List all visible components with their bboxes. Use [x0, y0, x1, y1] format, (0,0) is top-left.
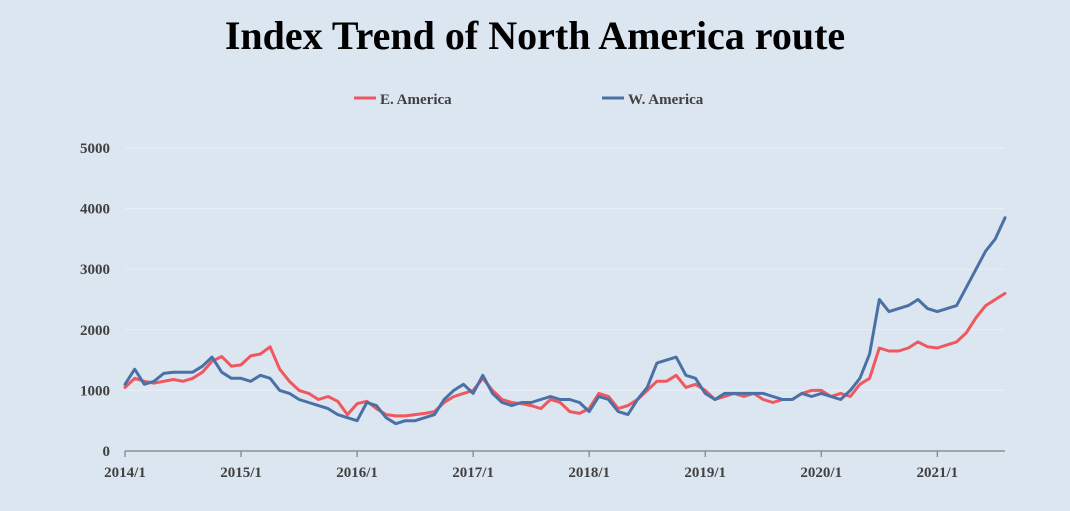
y-tick-label: 5000	[80, 141, 110, 157]
x-axis-ticks: 2014/1 2015/1 2016/1 2017/1 2018/1 2019/1 2020…	[104, 451, 958, 481]
x-tick-label: 2018/1	[568, 465, 610, 481]
x-tick-label: 2016/1	[336, 465, 378, 481]
x-tick-label: 2014/1	[104, 465, 146, 481]
gridlines	[125, 147, 1005, 391]
series-line-e-america	[123, 291, 1007, 418]
x-tick-label: 2021/1	[916, 465, 958, 481]
y-tick-label: 0	[103, 444, 111, 460]
x-tick-label: 2019/1	[684, 465, 726, 481]
x-tick-label: 2020/1	[800, 465, 842, 481]
y-tick-label: 3000	[80, 262, 110, 278]
series-line-w-america	[123, 216, 1007, 426]
legend-label-e-america: E. America	[380, 92, 452, 108]
series-lines	[123, 216, 1007, 426]
y-tick-label: 1000	[80, 383, 110, 399]
legend: E. America W. America	[354, 92, 704, 108]
y-tick-label: 4000	[80, 202, 110, 218]
x-tick-label: 2015/1	[220, 465, 262, 481]
y-tick-label: 2000	[80, 323, 110, 339]
x-tick-label: 2017/1	[452, 465, 494, 481]
legend-label-w-america: W. America	[628, 92, 704, 108]
chart-title: Index Trend of North America route	[225, 13, 845, 58]
y-axis-ticks: 0 1000 2000 3000 4000 5000	[80, 141, 110, 460]
